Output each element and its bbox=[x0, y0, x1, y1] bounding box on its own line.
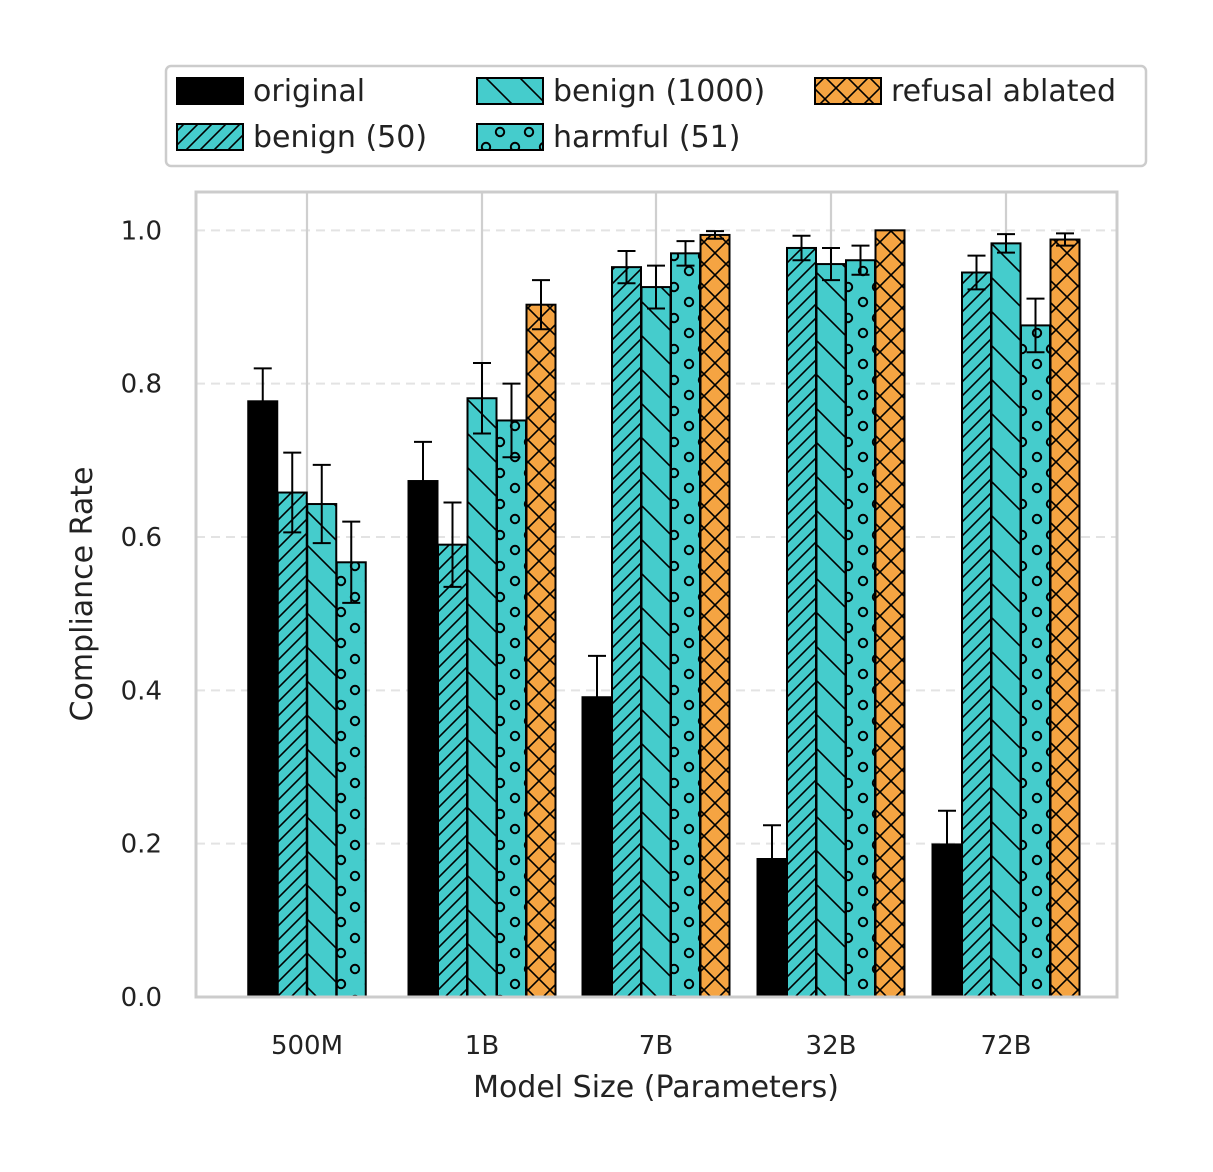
bar-32B-harmful-51- bbox=[845, 259, 876, 998]
plot-frame bbox=[194, 190, 1119, 999]
legend-item-refusal-ablated: refusal ablated bbox=[814, 74, 1116, 109]
legend-swatch bbox=[176, 77, 244, 105]
x-tick-label: 32B bbox=[806, 1031, 857, 1061]
legend-swatch bbox=[176, 123, 244, 151]
bar-7B-harmful-51- bbox=[670, 252, 701, 999]
bar-500M-benign-50- bbox=[276, 491, 308, 998]
x-tick-label: 1B bbox=[465, 1031, 499, 1061]
error-bar bbox=[588, 654, 606, 740]
bar-32B-benign-50- bbox=[786, 246, 817, 998]
y-tick-label: 0.4 bbox=[121, 676, 162, 706]
bar-1B-benign-1000- bbox=[466, 397, 498, 998]
x-tick-label: 7B bbox=[639, 1031, 673, 1061]
y-tick-label: 0.6 bbox=[121, 523, 162, 553]
bar-7B-benign-1000- bbox=[640, 286, 672, 999]
error-bar bbox=[532, 279, 550, 331]
bar-72B-harmful-51- bbox=[1020, 324, 1051, 998]
bar-7B-benign-50- bbox=[611, 266, 642, 998]
y-tick-label: 0.8 bbox=[121, 370, 162, 400]
legend-label: benign (1000) bbox=[553, 74, 765, 109]
bar-500M-harmful-51- bbox=[335, 561, 367, 998]
error-bar bbox=[647, 264, 665, 310]
error-bar bbox=[414, 440, 432, 522]
legend-label: refusal ablated bbox=[891, 74, 1116, 109]
y-tick-label: 1.0 bbox=[121, 216, 162, 246]
bar-500M-benign-1000- bbox=[306, 503, 338, 998]
legend-label: original bbox=[253, 74, 365, 109]
bar-72B-refusal-ablated bbox=[1049, 238, 1081, 999]
y-tick-label: 0.0 bbox=[121, 983, 162, 1013]
bar-1B-harmful-51- bbox=[496, 419, 527, 998]
error-bar bbox=[676, 240, 695, 267]
error-bar bbox=[1026, 297, 1045, 354]
error-bar bbox=[822, 246, 840, 282]
x-tick-label: 72B bbox=[981, 1031, 1032, 1061]
bar-1B-refusal-ablated bbox=[525, 303, 557, 998]
legend-item-harmful-51-: harmful (51) bbox=[476, 120, 740, 155]
axes: 0.0 0.2 0.4 0.6 0.8 1.0 500M 1B 7B 32B 72B bbox=[121, 190, 1119, 1061]
error-bar bbox=[763, 824, 781, 894]
bar-32B-refusal-ablated bbox=[874, 229, 906, 999]
y-axis-title: Compliance Rate bbox=[65, 467, 100, 722]
error-bar bbox=[706, 230, 724, 240]
error-bar bbox=[443, 501, 462, 588]
error-bar bbox=[938, 809, 956, 880]
legend-swatch bbox=[476, 77, 544, 105]
bar-1B-original bbox=[407, 480, 439, 998]
legend-label: harmful (51) bbox=[553, 120, 740, 155]
legend-swatch bbox=[814, 77, 882, 105]
legend-item-original: original bbox=[176, 74, 365, 109]
legend-item-benign-1000-: benign (1000) bbox=[476, 74, 765, 109]
legend-label: benign (50) bbox=[253, 120, 427, 155]
y-tick-label: 0.2 bbox=[121, 830, 162, 860]
error-bar bbox=[617, 250, 636, 285]
error-bar bbox=[967, 254, 986, 291]
legend-swatch bbox=[476, 123, 544, 151]
error-bar bbox=[312, 463, 331, 545]
bar-500M-original bbox=[247, 400, 279, 998]
bar-7B-original bbox=[581, 696, 613, 998]
error-bar bbox=[253, 367, 272, 436]
error-bar bbox=[342, 520, 361, 604]
error-bar bbox=[1056, 232, 1074, 247]
legend-item-benign-50-: benign (50) bbox=[176, 120, 427, 155]
legend-frame bbox=[164, 64, 1148, 168]
error-bar bbox=[283, 451, 302, 534]
error-bar bbox=[473, 361, 491, 435]
x-tick-label: 500M bbox=[271, 1031, 343, 1061]
x-axis-title: Model Size (Parameters) bbox=[473, 1070, 839, 1105]
bars bbox=[247, 229, 1081, 999]
error-bar bbox=[792, 234, 811, 262]
bar-1B-benign-50- bbox=[437, 543, 468, 999]
bar-72B-benign-50- bbox=[961, 271, 992, 998]
error-bar bbox=[502, 382, 521, 459]
bar-7B-refusal-ablated bbox=[699, 233, 731, 998]
error-bar bbox=[851, 244, 870, 276]
error-bar bbox=[997, 233, 1015, 254]
error-bars bbox=[253, 230, 1074, 894]
legend: original benign (50) benign (1000) harmful … bbox=[176, 74, 1116, 155]
bar-72B-benign-1000- bbox=[990, 242, 1022, 999]
bar-32B-benign-1000- bbox=[815, 263, 847, 999]
